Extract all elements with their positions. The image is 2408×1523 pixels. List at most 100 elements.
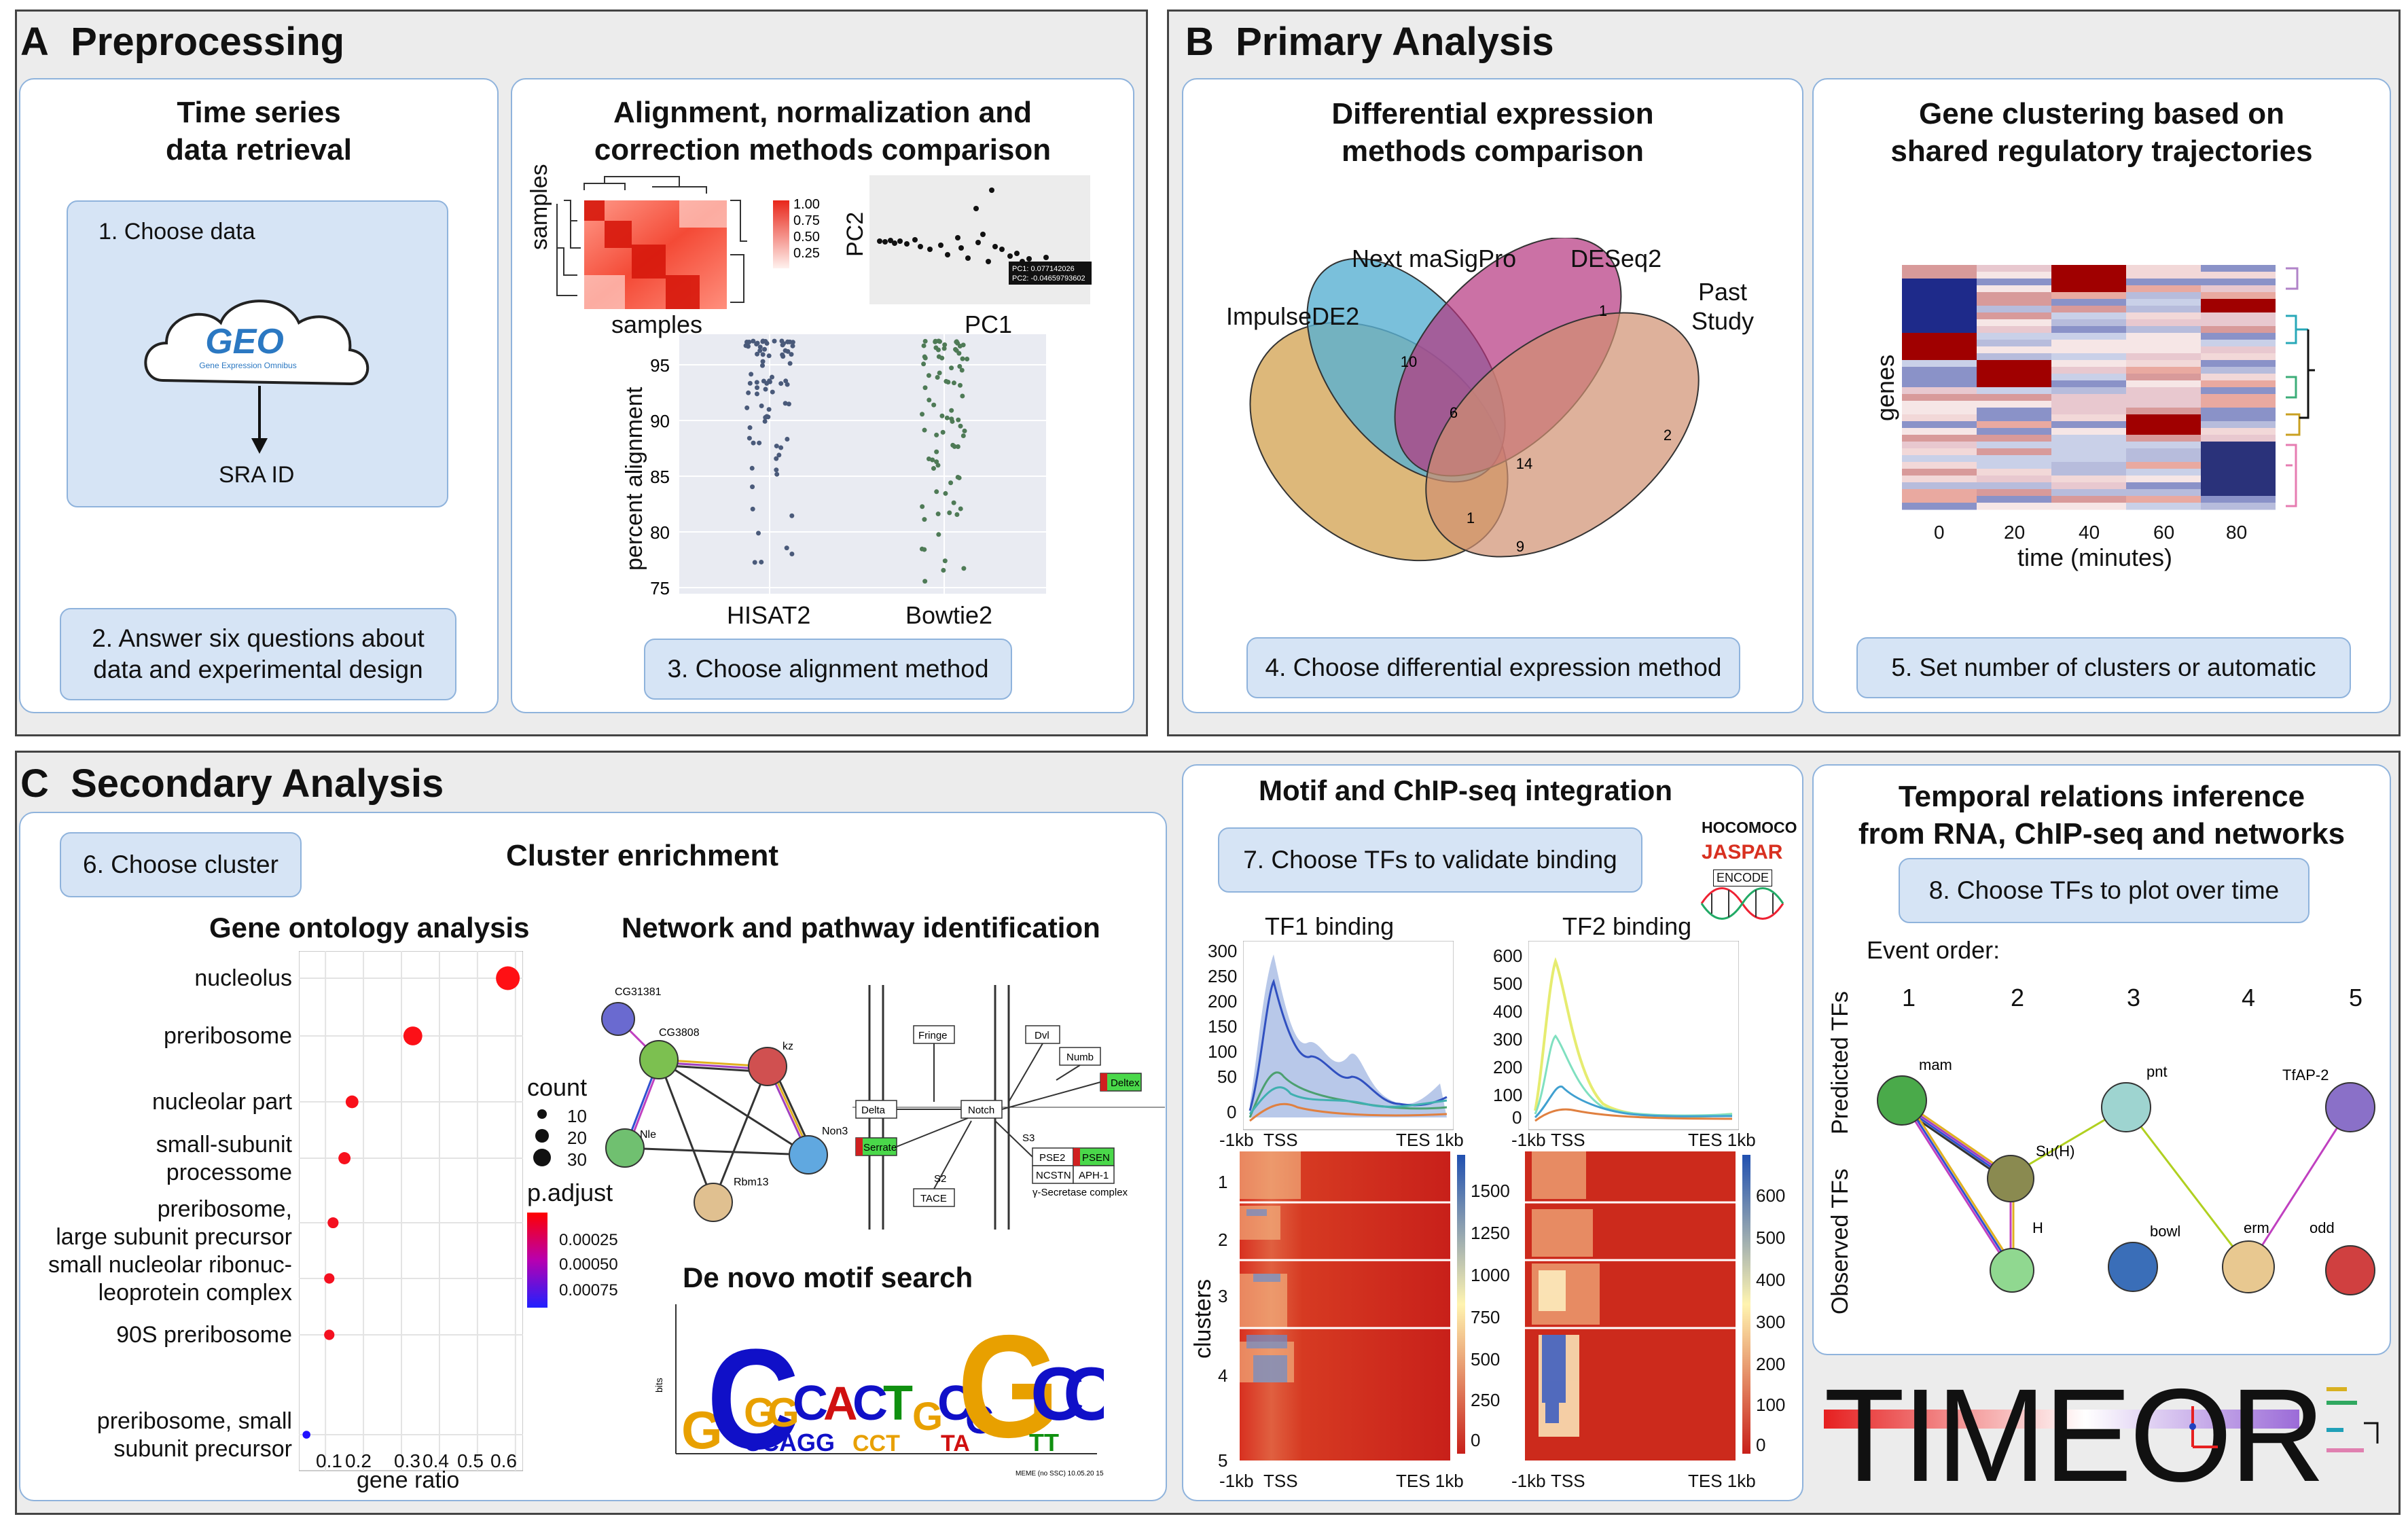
strip-point bbox=[921, 361, 927, 367]
net-node-nle: Nle bbox=[640, 1129, 656, 1141]
cluster-heatmap-cell bbox=[1977, 455, 2051, 463]
cluster-heatmap-cell bbox=[2051, 367, 2126, 374]
step5-set-clusters[interactable]: 5. Set number of clusters or automatic bbox=[1856, 637, 2351, 698]
de-title: Differential expression methods compariso… bbox=[1331, 97, 1654, 168]
cluster-heatmap-cell bbox=[2201, 455, 2276, 463]
strip-point bbox=[760, 363, 766, 368]
strip-point bbox=[940, 429, 946, 435]
strip-point bbox=[760, 352, 766, 357]
alignment-title: Alignment, normalization and correction m… bbox=[594, 96, 1052, 166]
strip-point bbox=[937, 370, 942, 376]
cluster-heatmap-cell bbox=[1902, 374, 1977, 381]
venn-count-2: 2 bbox=[1664, 427, 1672, 444]
strip-point bbox=[950, 442, 956, 448]
cluster-xtick-20: 20 bbox=[2004, 522, 2026, 543]
cluster-heatmap-cell bbox=[1902, 496, 1977, 503]
cluster-heatmap-cell bbox=[2126, 285, 2201, 293]
step8-choose-tfs-plot[interactable]: 8. Choose TFs to plot over time bbox=[1899, 858, 2310, 923]
strip-point bbox=[751, 338, 756, 344]
strip-point bbox=[955, 444, 960, 449]
cluster-heatmap-cell bbox=[1902, 285, 1977, 293]
go-term-label: nucleolus bbox=[194, 965, 292, 991]
go-term-dot bbox=[324, 1273, 335, 1284]
path-fringe: Fringe bbox=[918, 1030, 948, 1041]
path-ncstn: NCSTN bbox=[1036, 1170, 1071, 1181]
cluster-heatmap-cell bbox=[2126, 401, 2201, 408]
strip-point bbox=[942, 558, 948, 564]
strip-point bbox=[953, 346, 958, 352]
svg-text:C: C bbox=[937, 1376, 973, 1431]
strip-point bbox=[962, 428, 967, 433]
tf2-x-tes: TES 1kb bbox=[1688, 1130, 1756, 1150]
cluster-heatmap-cell bbox=[2201, 306, 2276, 313]
tf1-cbar-1000: 1000 bbox=[1471, 1265, 1510, 1285]
strip-tick-90: 90 bbox=[650, 411, 670, 431]
strip-point bbox=[936, 354, 941, 359]
cluster-heatmap-cell bbox=[1902, 469, 1977, 476]
strip-point bbox=[751, 440, 756, 446]
cluster-heatmap-cell bbox=[1902, 435, 1977, 442]
step2-answer-questions[interactable]: 2. Answer six questions about data and ex… bbox=[60, 608, 456, 700]
cluster-heatmap-cell bbox=[2126, 455, 2201, 463]
cluster-heatmap-cell bbox=[1977, 292, 2051, 300]
strip-point bbox=[935, 347, 941, 353]
venn-set-paststudy: Past Study bbox=[1691, 278, 1755, 336]
cluster-heatmap-cell bbox=[2201, 265, 2276, 272]
geo-cloud-icon: GEO Gene Expression Omnibus bbox=[144, 300, 370, 454]
step3-choose-alignment[interactable]: 3. Choose alignment method bbox=[644, 639, 1012, 700]
step4-choose-de-method[interactable]: 4. Choose differential expression method bbox=[1246, 637, 1740, 698]
svg-text:G: G bbox=[768, 1390, 799, 1435]
path-serrate: Serrate bbox=[863, 1142, 897, 1153]
tf1-x-left: -1kb bbox=[1219, 1130, 1254, 1150]
cluster-heatmap-cell bbox=[2051, 340, 2126, 347]
go-xtick-06: 0.6 bbox=[490, 1450, 517, 1471]
cluster-heatmap-cell bbox=[2126, 448, 2201, 456]
cluster-heatmap-cell bbox=[1977, 394, 2051, 401]
cluster-heatmap-cell bbox=[2201, 414, 2276, 422]
go-term-dot bbox=[324, 1329, 335, 1340]
net-node-cg3808: CG3808 bbox=[659, 1027, 700, 1039]
strip-point bbox=[956, 475, 962, 480]
venn-count-10: 10 bbox=[1401, 353, 1417, 370]
cluster-heatmap-cell bbox=[1902, 503, 1977, 510]
cluster-heatmap-cell bbox=[1902, 353, 1977, 361]
tf2-profile bbox=[1528, 941, 1739, 1130]
strip-point bbox=[949, 408, 954, 413]
strip-point bbox=[790, 343, 795, 348]
step7-choose-tfs-binding[interactable]: 7. Choose TFs to validate binding bbox=[1218, 827, 1642, 893]
strip-point bbox=[921, 343, 927, 348]
hm1-x-tss: TSS bbox=[1263, 1471, 1298, 1491]
net-node-cg31381: CG31381 bbox=[615, 986, 662, 998]
strip-point bbox=[772, 338, 777, 344]
strip-point bbox=[943, 490, 948, 496]
strip-point bbox=[762, 418, 768, 424]
step6-choose-cluster[interactable]: 6. Choose cluster bbox=[60, 832, 302, 897]
cluster-heatmap-cell bbox=[2126, 319, 2201, 327]
cluster-xtick-0: 0 bbox=[1934, 522, 1945, 543]
chip-cluster-1: 1 bbox=[1218, 1172, 1228, 1192]
db-jaspar: JASPAR bbox=[1702, 841, 1783, 863]
node-mam: mam bbox=[1919, 1056, 1952, 1073]
venn-diagram: 10 1 6 14 2 1 9 bbox=[1249, 238, 1700, 562]
strip-point bbox=[936, 532, 941, 537]
strip-point bbox=[779, 338, 785, 344]
tf2-cbar-600: 600 bbox=[1756, 1185, 1786, 1206]
step1-label: 1. Choose data bbox=[98, 219, 255, 245]
cluster-heatmap-cell bbox=[2126, 387, 2201, 395]
strip-point bbox=[752, 560, 757, 565]
tf1-title: TF1 binding bbox=[1265, 912, 1395, 940]
strip-point bbox=[957, 382, 963, 388]
svg-text:G: G bbox=[958, 1306, 1060, 1469]
cluster-heatmap-cell bbox=[2051, 346, 2126, 354]
tf1-ytick-100: 100 bbox=[1208, 1041, 1238, 1062]
venn-count-1a: 1 bbox=[1599, 302, 1607, 319]
net-node-kz: kz bbox=[783, 1041, 793, 1052]
strip-point bbox=[934, 459, 939, 465]
strip-point bbox=[746, 390, 751, 395]
svg-text:C: C bbox=[793, 1376, 828, 1431]
strip-point bbox=[759, 559, 764, 565]
strip-point bbox=[778, 381, 784, 387]
strip-point bbox=[954, 512, 960, 517]
tf1-ytick-200: 200 bbox=[1208, 991, 1238, 1011]
cluster-heatmap-cell bbox=[1977, 306, 2051, 313]
